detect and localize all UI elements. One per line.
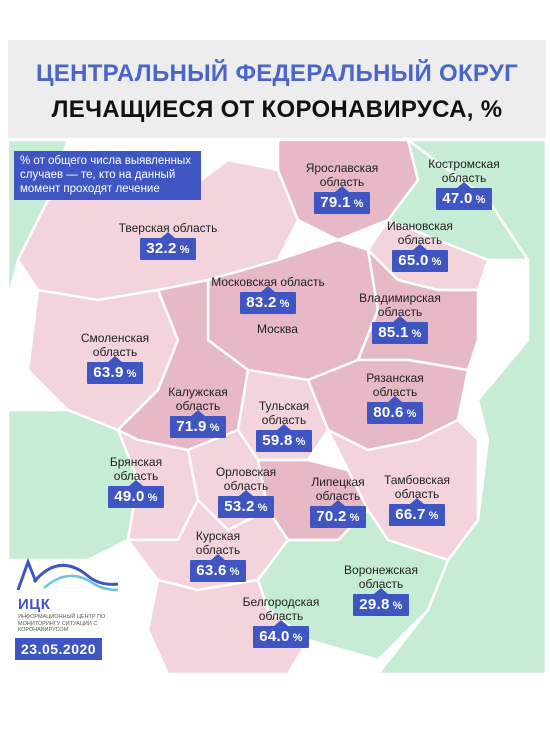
- capital-label: Москва: [257, 322, 298, 336]
- logo-name: ИЦК: [18, 596, 51, 613]
- region-value: 85.1: [378, 324, 409, 341]
- region-value: 64.0: [259, 628, 290, 645]
- region-name: Смоленская область: [80, 331, 150, 359]
- region-tambov: Тамбовская область 66.7%: [372, 473, 462, 526]
- region-value-badge: 80.6%: [367, 396, 423, 424]
- region-name: Тульская область: [258, 399, 310, 427]
- region-value: 80.6: [373, 404, 404, 421]
- region-orel: Орловская область 53.2%: [206, 465, 286, 518]
- percent-sign: %: [295, 436, 306, 448]
- region-tver: Тверская область 32.2%: [108, 221, 228, 260]
- region-value: 29.8: [359, 596, 390, 613]
- region-value-badge: 59.8%: [256, 424, 312, 452]
- region-name: Брянская область: [109, 455, 163, 483]
- percent-sign: %: [353, 198, 364, 210]
- region-name: Ивановская область: [387, 219, 453, 247]
- region-value-badge: 85.1%: [372, 316, 428, 344]
- region-name: Тамбовская область: [383, 473, 451, 501]
- title-line-2: ЛЕЧАЩИЕСЯ ОТ КОРОНАВИРУСА, %: [51, 96, 503, 123]
- region-vladimir: Владимирская область 85.1%: [352, 291, 448, 344]
- percent-sign: %: [431, 256, 442, 268]
- logo-waves-icon: [16, 557, 119, 592]
- region-value-badge: 29.8%: [353, 588, 409, 616]
- region-value-badge: 47.0%: [436, 182, 492, 210]
- percent-sign: %: [209, 422, 220, 434]
- percent-sign: %: [349, 512, 360, 524]
- region-value: 59.8: [262, 432, 293, 449]
- region-value: 70.2: [316, 508, 347, 525]
- region-name: Калужская область: [168, 385, 228, 413]
- region-name: Орловская область: [215, 465, 277, 493]
- note-box: % от общего числа выявленных случаев — т…: [14, 151, 201, 200]
- region-kostroma: Костромская область 47.0%: [412, 157, 516, 210]
- logo-subtitle: Информационный центр по мониторингу ситу…: [18, 614, 106, 633]
- region-value: 53.2: [224, 498, 255, 515]
- region-bryansk: Брянская область 49.0%: [96, 455, 176, 508]
- region-name: Ярославская область: [305, 161, 379, 189]
- percent-sign: %: [257, 502, 268, 514]
- date-badge: 23.05.2020: [15, 638, 103, 660]
- percent-sign: %: [126, 368, 137, 380]
- region-value: 65.0: [398, 252, 429, 269]
- region-name: Тверская область: [118, 221, 218, 235]
- region-voronezh: Воронежская область 29.8%: [336, 563, 426, 616]
- region-value-badge: 65.0%: [392, 244, 448, 272]
- region-name: Курская область: [195, 529, 241, 557]
- region-value: 32.2: [146, 240, 177, 257]
- percent-sign: %: [428, 510, 439, 522]
- region-value-badge: 53.2%: [218, 490, 274, 518]
- region-value-badge: 32.2%: [140, 232, 196, 260]
- region-name: Рязанская область: [366, 371, 424, 399]
- region-value: 49.0: [114, 488, 145, 505]
- region-belgorod: Белгородская область 64.0%: [236, 595, 326, 648]
- percent-sign: %: [292, 632, 303, 644]
- title-line-1: ЦЕНТРАЛЬНЫЙ ФЕДЕРАЛЬНЫЙ ОКРУГ: [35, 60, 519, 87]
- region-ryazan: Рязанская область 80.6%: [350, 371, 440, 424]
- region-kaluga: Калужская область 71.9%: [160, 385, 236, 438]
- region-value: 63.6: [196, 562, 227, 579]
- percent-sign: %: [179, 244, 190, 256]
- region-lipetsk: Липецкая область 70.2%: [298, 475, 378, 528]
- region-value: 66.7: [395, 506, 426, 523]
- region-value-badge: 71.9%: [170, 410, 226, 438]
- region-value: 83.2: [246, 294, 277, 311]
- region-value-badge: 83.2%: [240, 286, 296, 314]
- region-value: 71.9: [176, 418, 207, 435]
- region-value-badge: 79.1%: [314, 186, 370, 214]
- region-value: 63.9: [93, 364, 124, 381]
- percent-sign: %: [147, 492, 158, 504]
- region-value-badge: 63.6%: [190, 554, 246, 582]
- region-name: Костромская область: [428, 157, 500, 185]
- region-smolensk: Смоленская область 63.9%: [70, 331, 160, 384]
- percent-sign: %: [475, 194, 486, 206]
- percent-sign: %: [279, 298, 290, 310]
- percent-sign: %: [229, 566, 240, 578]
- region-name: Белгородская область: [242, 595, 320, 623]
- header-band: ЦЕНТРАЛЬНЫЙ ФЕДЕРАЛЬНЫЙ ОКРУГ ЛЕЧАЩИЕСЯ …: [8, 40, 546, 138]
- region-value-badge: 66.7%: [389, 498, 445, 526]
- region-name: Липецкая область: [311, 475, 365, 503]
- percent-sign: %: [411, 328, 422, 340]
- region-name: Воронежская область: [344, 563, 418, 591]
- region-ivanovo: Ивановская область 65.0%: [370, 219, 470, 272]
- region-value-badge: 49.0%: [108, 480, 164, 508]
- icc-logo: ИЦК Информационный центр по мониторингу …: [14, 556, 134, 633]
- percent-sign: %: [392, 600, 403, 612]
- region-name: Московская область: [211, 275, 325, 289]
- region-kursk: Курская область 63.6%: [180, 529, 256, 582]
- region-yaroslavl: Ярославская область 79.1%: [286, 161, 398, 214]
- region-tula: Тульская область 59.8%: [246, 399, 322, 452]
- region-moscow-obl: Московская область 83.2%: [196, 275, 340, 314]
- region-value-badge: 64.0%: [253, 620, 309, 648]
- region-value: 79.1: [320, 194, 351, 211]
- percent-sign: %: [406, 408, 417, 420]
- region-name: Владимирская область: [359, 291, 441, 319]
- region-value: 47.0: [442, 190, 473, 207]
- region-value-badge: 70.2%: [310, 500, 366, 528]
- region-value-badge: 63.9%: [87, 356, 143, 384]
